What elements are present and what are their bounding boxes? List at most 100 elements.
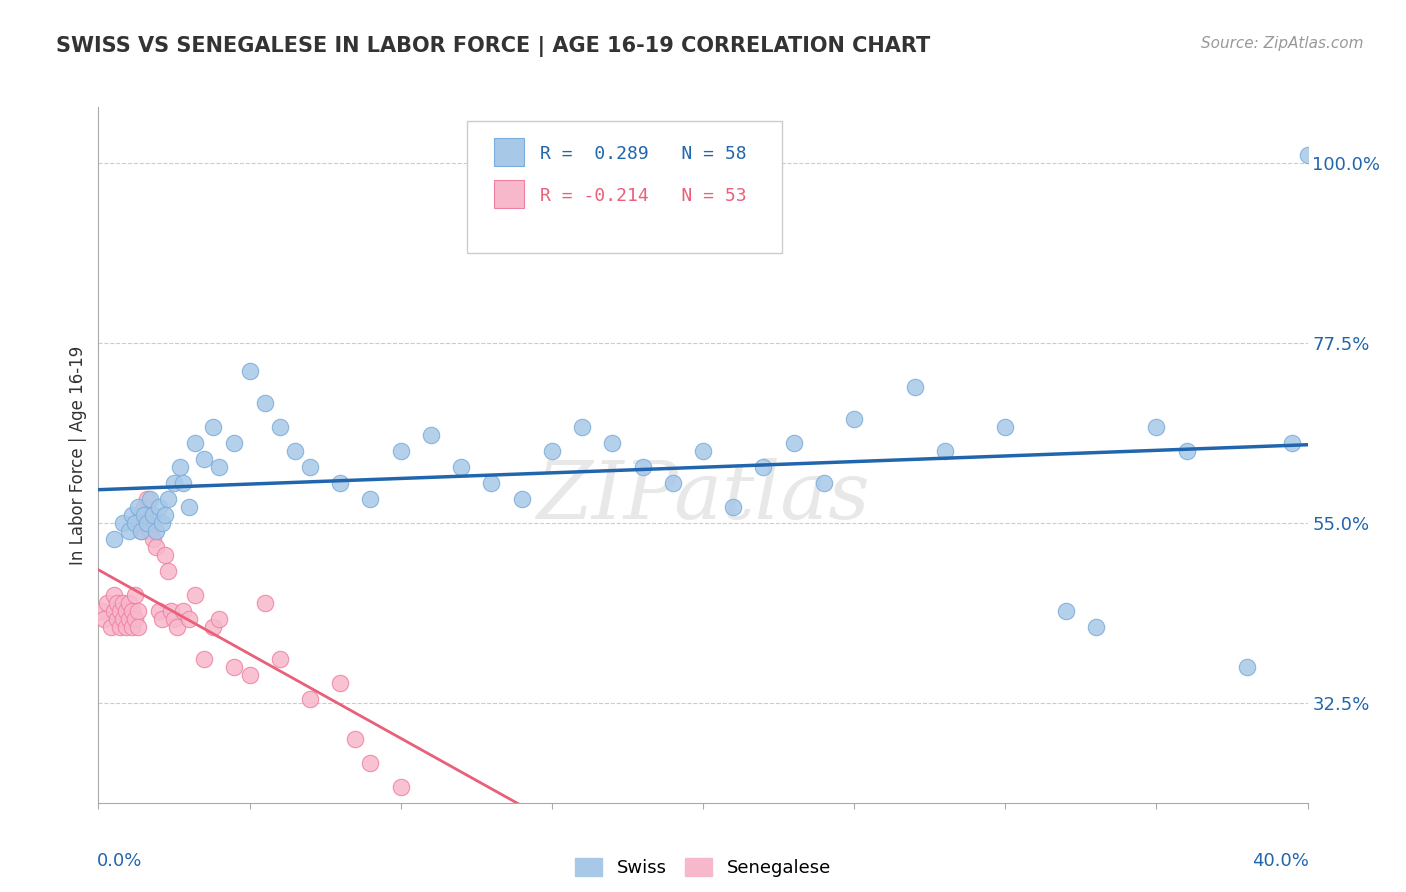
FancyBboxPatch shape — [494, 180, 524, 208]
Point — [284, 444, 307, 458]
Point — [253, 396, 276, 410]
Point — [172, 604, 194, 618]
Point — [142, 532, 165, 546]
Point — [269, 652, 291, 666]
Point — [389, 780, 412, 794]
Text: R = -0.214   N = 53: R = -0.214 N = 53 — [540, 187, 747, 205]
Point — [153, 508, 176, 522]
Point — [510, 491, 533, 506]
Text: 0.0%: 0.0% — [97, 852, 142, 870]
Point — [692, 444, 714, 458]
Point — [90, 604, 112, 618]
Point — [360, 756, 382, 770]
Point — [121, 604, 143, 618]
Point — [179, 612, 201, 626]
FancyBboxPatch shape — [467, 121, 782, 253]
Text: Source: ZipAtlas.com: Source: ZipAtlas.com — [1201, 36, 1364, 51]
Point — [150, 612, 173, 626]
Point — [179, 500, 201, 514]
Point — [172, 475, 194, 490]
Point — [299, 459, 322, 474]
Point — [344, 731, 367, 746]
Point — [299, 691, 322, 706]
Point — [100, 620, 122, 634]
Point — [420, 428, 443, 442]
Point — [450, 459, 472, 474]
Point — [132, 500, 155, 514]
Point — [631, 459, 654, 474]
Point — [135, 508, 157, 522]
Point — [160, 604, 183, 618]
Point — [139, 524, 162, 538]
Point — [127, 500, 149, 514]
Point — [118, 596, 141, 610]
Point — [135, 516, 157, 530]
Point — [156, 564, 179, 578]
Point — [139, 491, 162, 506]
Point — [96, 596, 118, 610]
Point — [540, 444, 562, 458]
Point — [153, 548, 176, 562]
Point — [994, 420, 1017, 434]
Point — [127, 604, 149, 618]
Point — [1144, 420, 1167, 434]
Point — [111, 516, 134, 530]
Point — [121, 620, 143, 634]
Point — [148, 500, 170, 514]
Legend: Swiss, Senegalese: Swiss, Senegalese — [568, 850, 838, 884]
Point — [904, 380, 927, 394]
Point — [360, 491, 382, 506]
Point — [208, 612, 231, 626]
Point — [135, 491, 157, 506]
Point — [118, 612, 141, 626]
Point — [111, 612, 134, 626]
Point — [142, 508, 165, 522]
Point — [163, 612, 186, 626]
Point — [103, 588, 125, 602]
Point — [169, 459, 191, 474]
Point — [111, 596, 134, 610]
Point — [481, 475, 503, 490]
Point — [148, 604, 170, 618]
Point — [129, 524, 152, 538]
Y-axis label: In Labor Force | Age 16-19: In Labor Force | Age 16-19 — [69, 345, 87, 565]
Point — [1085, 620, 1108, 634]
Point — [1281, 436, 1303, 450]
Point — [239, 364, 262, 378]
Point — [571, 420, 593, 434]
Point — [202, 420, 225, 434]
Point — [224, 436, 246, 450]
Point — [844, 412, 866, 426]
Point — [253, 596, 276, 610]
Point — [124, 612, 146, 626]
Point — [934, 444, 956, 458]
Point — [202, 620, 225, 634]
Point — [132, 508, 155, 522]
Point — [118, 524, 141, 538]
Point — [105, 596, 128, 610]
Point — [103, 532, 125, 546]
Point — [1054, 604, 1077, 618]
Point — [813, 475, 835, 490]
Point — [1175, 444, 1198, 458]
Point — [1296, 148, 1319, 162]
Text: ZIPatlas: ZIPatlas — [536, 458, 870, 535]
Point — [239, 668, 262, 682]
Point — [156, 491, 179, 506]
Point — [184, 436, 207, 450]
Point — [184, 588, 207, 602]
Point — [1236, 660, 1258, 674]
Point — [108, 620, 131, 634]
Point — [662, 475, 685, 490]
Point — [145, 540, 167, 554]
Point — [114, 604, 136, 618]
Point — [105, 612, 128, 626]
Text: 40.0%: 40.0% — [1251, 852, 1309, 870]
Point — [329, 676, 352, 690]
Point — [93, 612, 115, 626]
Point — [783, 436, 806, 450]
Point — [145, 524, 167, 538]
Point — [124, 516, 146, 530]
Point — [127, 620, 149, 634]
Point — [723, 500, 745, 514]
